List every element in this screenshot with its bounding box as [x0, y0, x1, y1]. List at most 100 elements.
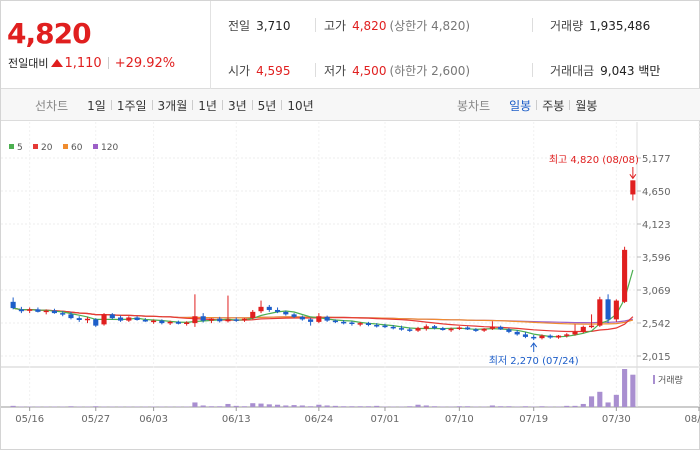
- candle-body: [522, 334, 529, 337]
- legend-label: 60: [71, 143, 83, 153]
- stat-value: 4,500: [352, 63, 387, 78]
- period-5y[interactable]: 5년: [257, 98, 277, 113]
- candle-body: [283, 311, 289, 315]
- period-3y[interactable]: 3년: [227, 98, 247, 113]
- y-tick-label: 2,542: [642, 319, 671, 330]
- candle-body: [184, 322, 190, 324]
- candle-body: [448, 328, 454, 331]
- y-tick-label: 4,650: [642, 187, 671, 198]
- candle-body: [76, 318, 82, 320]
- period-3m[interactable]: 3개월: [157, 98, 188, 113]
- high-annotation-arrowhead: [629, 174, 637, 180]
- volume-legend-swatch: [653, 375, 655, 384]
- candle-body: [175, 321, 181, 324]
- volume-bar: [233, 405, 239, 407]
- candle-body: [374, 325, 380, 327]
- candle-body: [208, 318, 215, 321]
- candle-body: [605, 299, 611, 320]
- line-chart-label: 선차트: [35, 98, 69, 113]
- candle-body: [547, 335, 553, 338]
- change-row: 전일대비 1,110 +29.92%: [8, 55, 175, 71]
- legend-label: 20: [41, 143, 53, 153]
- divider: [151, 100, 153, 110]
- volume-bar: [498, 406, 504, 407]
- candle-body: [349, 322, 355, 324]
- period-weekly[interactable]: 주봉: [542, 98, 565, 113]
- period-10y[interactable]: 10년: [287, 98, 314, 113]
- period-daily[interactable]: 일봉: [509, 98, 532, 113]
- candle-body: [390, 326, 396, 329]
- candle-body: [142, 319, 148, 322]
- divider: [281, 100, 283, 110]
- candle-body: [365, 323, 372, 326]
- candle-body: [580, 326, 586, 332]
- candle-body: [465, 327, 471, 330]
- price-chart: 5,177 4,650 4,123 3,596 3,069 2,542 2,015 05/16…: [1, 122, 700, 450]
- candle-body: [233, 319, 239, 321]
- stat-open: 시가 4,595: [228, 62, 290, 79]
- volume-bar: [341, 406, 347, 407]
- candle-body: [51, 310, 58, 314]
- divider: [192, 100, 194, 110]
- stat-value: 4,820: [352, 18, 387, 33]
- candle-body: [101, 314, 107, 325]
- chart-toolbar: 선차트 1일 1주일 3개월 1년 3년 5년 10년 봉차트 일봉 주봉 월봉: [1, 89, 700, 121]
- candle-body: [506, 329, 512, 332]
- volume-bar: [588, 396, 595, 407]
- volume-bar: [580, 403, 586, 407]
- volume-bar: [465, 406, 471, 407]
- candle-chart-periods: 봉차트 일봉 주봉 월봉: [457, 89, 602, 121]
- divider: [532, 18, 533, 32]
- up-arrow-icon: [51, 59, 64, 67]
- candle-body: [299, 316, 305, 320]
- candle-body: [564, 334, 570, 336]
- candle-body: [167, 321, 173, 324]
- candle-body: [531, 336, 537, 339]
- stat-trade-value: 거래대금 9,043 백만: [550, 62, 660, 79]
- volume-bar: [605, 402, 611, 407]
- upper-limit: (상한가 4,820): [389, 19, 471, 33]
- candle-body: [332, 320, 338, 323]
- candle-body: [539, 335, 545, 339]
- candle-body: [572, 331, 578, 335]
- candle-body: [473, 329, 479, 331]
- x-tick-label: 06/03: [139, 414, 168, 425]
- volume-bar: [572, 405, 578, 407]
- volume-bar: [93, 406, 99, 407]
- candle-body: [456, 327, 462, 330]
- candle-body: [60, 313, 66, 315]
- candle-body: [613, 300, 619, 320]
- period-monthly[interactable]: 월봉: [575, 98, 598, 113]
- x-tick-label: 07/30: [602, 414, 631, 425]
- candle-body: [266, 306, 272, 310]
- volume-bar: [10, 405, 16, 407]
- candle-body: [357, 323, 363, 325]
- period-1w[interactable]: 1주일: [116, 98, 147, 113]
- quote-stats: 전일 3,710 고가 4,820 (상한가 4,820) 거래량 1,935,…: [212, 1, 700, 89]
- candle-body: [481, 328, 487, 331]
- volume-bar: [250, 403, 256, 407]
- stat-prev-close: 전일 3,710: [228, 17, 290, 34]
- y-tick-label: 4,123: [642, 220, 671, 231]
- y-tick-label: 3,596: [642, 253, 671, 264]
- volume-bar: [365, 406, 372, 407]
- period-1y[interactable]: 1년: [198, 98, 217, 113]
- volume-bar: [324, 405, 330, 407]
- candle-body: [126, 317, 132, 321]
- period-1d[interactable]: 1일: [87, 98, 106, 113]
- legend-swatch: [63, 144, 68, 149]
- volume-bar: [241, 406, 248, 407]
- candle-body: [341, 321, 347, 324]
- volume-bar: [506, 406, 512, 407]
- candle-body: [84, 318, 91, 321]
- legend-swatch: [9, 144, 14, 149]
- stat-label: 고가: [324, 19, 347, 33]
- volume-bar: [283, 405, 289, 407]
- change-label: 전일대비: [8, 57, 49, 70]
- candle-body: [27, 309, 33, 311]
- volume-bar: [630, 374, 636, 407]
- stat-low: 저가 4,500 (하한가 2,600): [324, 62, 470, 79]
- x-tick-label: 05/27: [81, 414, 110, 425]
- stat-label: 전일: [228, 19, 251, 33]
